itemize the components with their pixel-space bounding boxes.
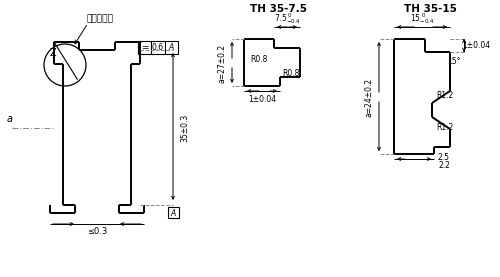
- Text: 边缘无毛刺: 边缘无毛刺: [86, 14, 114, 24]
- Text: 0.6: 0.6: [152, 43, 164, 52]
- Text: TH 35-15: TH 35-15: [404, 4, 456, 14]
- Text: TH 35-7.5: TH 35-7.5: [250, 4, 306, 14]
- Text: R1.2: R1.2: [436, 91, 453, 101]
- Text: a=27±0.2: a=27±0.2: [218, 43, 226, 83]
- Text: R0.8: R0.8: [250, 55, 268, 63]
- Text: 35±0.3: 35±0.3: [180, 114, 190, 142]
- Text: 7.5$^{\ 0}_{-0.4}$: 7.5$^{\ 0}_{-0.4}$: [274, 12, 300, 26]
- Text: 15°: 15°: [448, 57, 461, 65]
- Text: ≤0.3: ≤0.3: [87, 227, 107, 237]
- Text: =: =: [141, 43, 148, 52]
- Text: 1±0.04: 1±0.04: [462, 41, 490, 50]
- Text: 2.2: 2.2: [438, 160, 450, 170]
- Text: a: a: [7, 114, 13, 124]
- Text: A: A: [169, 43, 174, 52]
- Text: 1±0.04: 1±0.04: [248, 94, 276, 104]
- Text: R0.8: R0.8: [282, 68, 300, 78]
- Text: 2.5: 2.5: [438, 153, 450, 161]
- Text: a=24±0.2: a=24±0.2: [364, 78, 374, 117]
- Text: Z: Z: [50, 48, 56, 58]
- Text: R1.2: R1.2: [436, 122, 453, 132]
- Text: A: A: [170, 209, 175, 217]
- Text: 15$^{\ 0}_{-0.4}$: 15$^{\ 0}_{-0.4}$: [410, 12, 434, 26]
